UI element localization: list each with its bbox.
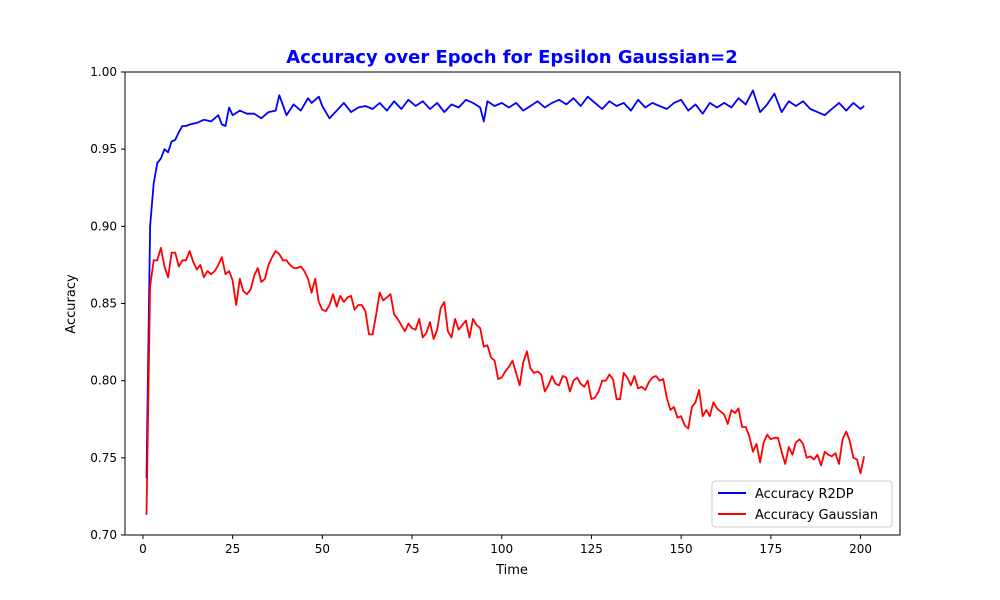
x-axis: 0 25 50 75 100 125 150 175 200 xyxy=(139,535,872,556)
x-tick-label: 150 xyxy=(670,542,693,556)
x-tick-label: 0 xyxy=(139,542,147,556)
series-line-r2dp xyxy=(145,89,865,478)
y-tick-label: 0.80 xyxy=(90,374,117,388)
chart-title: Accuracy over Epoch for Epsilon Gaussian… xyxy=(286,47,737,68)
y-axis-label: Accuracy xyxy=(64,274,79,334)
legend: Accuracy R2DP Accuracy Gaussian xyxy=(711,480,893,528)
y-tick-label: 0.85 xyxy=(90,297,117,311)
x-tick-label: 125 xyxy=(580,542,603,556)
y-tick-label: 1.00 xyxy=(90,65,117,79)
legend-label-gaussian: Accuracy Gaussian xyxy=(755,508,878,523)
y-tick-label: 0.95 xyxy=(90,142,117,156)
series-lines xyxy=(145,89,865,515)
y-tick-label: 0.90 xyxy=(90,219,117,233)
x-tick-label: 200 xyxy=(849,542,872,556)
legend-box xyxy=(711,480,893,528)
y-tick-label: 0.75 xyxy=(90,451,117,465)
x-axis-label: Time xyxy=(495,563,528,578)
x-tick-label: 75 xyxy=(404,542,419,556)
x-tick-label: 50 xyxy=(315,542,330,556)
legend-label-r2dp: Accuracy R2DP xyxy=(755,487,854,502)
plot-area: 0 25 50 75 100 125 150 175 200 0.700.750.800.850… xyxy=(90,65,901,556)
x-tick-label: 100 xyxy=(490,542,513,556)
x-tick-label: 175 xyxy=(759,542,782,556)
series-line-gaussian xyxy=(145,246,865,515)
y-tick-label: 0.70 xyxy=(90,528,117,542)
y-axis: 0.70 0.75 0.80 0.85 0.90 0.95 1.00 xyxy=(90,65,125,542)
x-tick-label: 25 xyxy=(225,542,240,556)
